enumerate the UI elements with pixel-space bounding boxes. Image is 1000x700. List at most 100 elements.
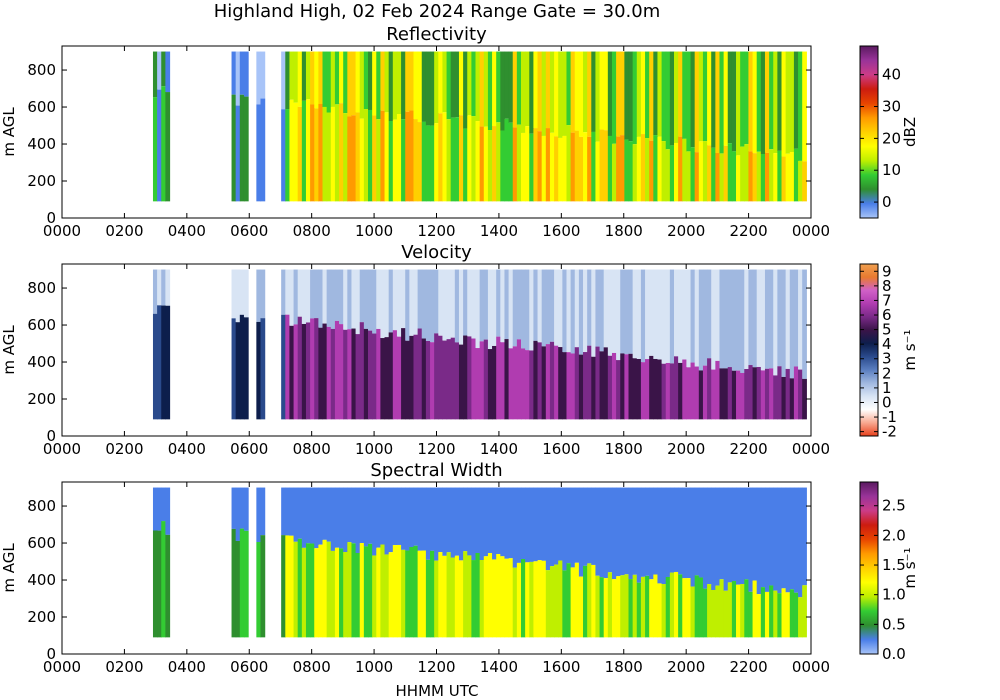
data-column-lower <box>748 151 754 202</box>
data-column-upper <box>326 51 332 113</box>
data-column-upper <box>789 269 795 379</box>
data-column-lower <box>343 329 348 420</box>
data-column-upper <box>583 487 588 566</box>
data-column-lower <box>533 340 539 420</box>
data-column-upper <box>545 269 551 345</box>
data-column-upper <box>727 487 733 583</box>
data-column-upper <box>587 269 592 346</box>
data-column-lower <box>256 321 262 420</box>
data-column-upper <box>764 269 770 369</box>
data-column-upper <box>380 269 386 339</box>
data-column-upper <box>760 51 766 154</box>
data-column-lower <box>719 579 725 638</box>
data-column-upper <box>430 269 435 343</box>
data-column-lower <box>719 368 725 420</box>
data-column-upper <box>702 269 708 366</box>
data-column-upper <box>785 487 791 593</box>
data-column-lower <box>421 550 427 638</box>
colorbar-tick-label: 40 <box>882 66 901 84</box>
x-tick-label: 0600 <box>230 658 268 676</box>
data-column-lower <box>355 112 361 202</box>
y-tick-label: 0 <box>46 209 56 227</box>
data-column-lower <box>678 574 683 638</box>
data-column-upper <box>773 269 778 376</box>
data-column-lower <box>483 556 489 638</box>
data-column-upper <box>458 487 464 561</box>
data-column-lower <box>446 119 452 202</box>
data-column-upper <box>483 269 489 340</box>
data-column-lower <box>541 560 547 638</box>
data-column-upper <box>347 487 353 543</box>
data-column-lower <box>645 138 650 202</box>
data-column-upper <box>492 51 497 127</box>
data-column-lower <box>698 141 704 202</box>
data-column-upper <box>640 487 646 577</box>
data-column-upper <box>438 51 444 114</box>
data-column-lower <box>611 579 617 638</box>
y-axis-label: m AGL <box>0 543 18 593</box>
y-tick-label: 800 <box>27 497 56 515</box>
data-column-lower <box>740 584 745 638</box>
data-column-lower <box>653 358 659 420</box>
data-column-upper <box>661 269 667 364</box>
data-column-lower <box>305 99 311 202</box>
data-column-lower <box>682 359 688 420</box>
data-column-lower <box>442 112 448 202</box>
data-column-lower <box>798 597 803 638</box>
data-column-lower <box>487 130 493 202</box>
data-column-upper <box>802 487 807 586</box>
data-column-upper <box>620 487 625 576</box>
data-column-upper <box>628 51 634 142</box>
data-column-upper <box>760 269 766 371</box>
data-column-upper <box>479 487 485 560</box>
data-column-upper <box>500 51 506 131</box>
data-column-upper <box>665 51 671 150</box>
colorbar-tick-label: -1 <box>882 408 897 426</box>
data-column-upper <box>260 269 266 319</box>
data-column-upper <box>773 487 778 591</box>
data-column-lower <box>285 314 291 420</box>
data-column-upper <box>475 269 481 349</box>
x-tick-label: 2200 <box>729 222 767 240</box>
data-column-lower <box>256 104 262 202</box>
data-column-lower <box>756 366 762 420</box>
y-tick-label: 0 <box>46 427 56 445</box>
data-column-lower <box>657 583 663 638</box>
data-column-lower <box>322 323 328 420</box>
data-column-lower <box>723 368 729 420</box>
x-tick-label: 2200 <box>729 440 767 458</box>
data-column-lower <box>591 356 597 420</box>
data-column-upper <box>157 487 162 531</box>
data-column-lower <box>475 553 481 638</box>
data-column-upper <box>471 269 477 339</box>
data-column-upper <box>388 51 394 121</box>
data-column-upper <box>339 51 344 104</box>
data-column-upper <box>669 269 675 364</box>
data-column-upper <box>599 51 605 130</box>
data-column-upper <box>487 51 493 131</box>
y-tick-label: 600 <box>27 316 56 334</box>
y-tick-label: 200 <box>27 390 56 408</box>
data-column-lower <box>425 559 431 638</box>
data-column-upper <box>607 51 613 136</box>
x-tick-label: 1400 <box>480 658 518 676</box>
data-column-lower <box>301 100 307 202</box>
data-column-upper <box>587 51 592 137</box>
data-column-lower <box>760 370 766 420</box>
data-column-upper <box>698 269 704 371</box>
data-column-lower <box>152 313 158 420</box>
data-column-upper <box>239 487 245 529</box>
data-column-upper <box>467 51 472 116</box>
data-column-lower <box>756 594 762 638</box>
data-column-upper <box>512 269 518 347</box>
data-column-upper <box>748 269 754 366</box>
colorbar-tick-label: 9 <box>882 262 892 280</box>
data-column-lower <box>380 544 386 638</box>
data-column-upper <box>330 487 336 551</box>
data-column-upper <box>318 269 324 328</box>
data-column-upper <box>591 269 597 357</box>
data-column-upper <box>297 269 303 317</box>
data-column-lower <box>508 348 514 420</box>
data-column-lower <box>454 117 460 202</box>
data-column-upper <box>392 487 398 546</box>
